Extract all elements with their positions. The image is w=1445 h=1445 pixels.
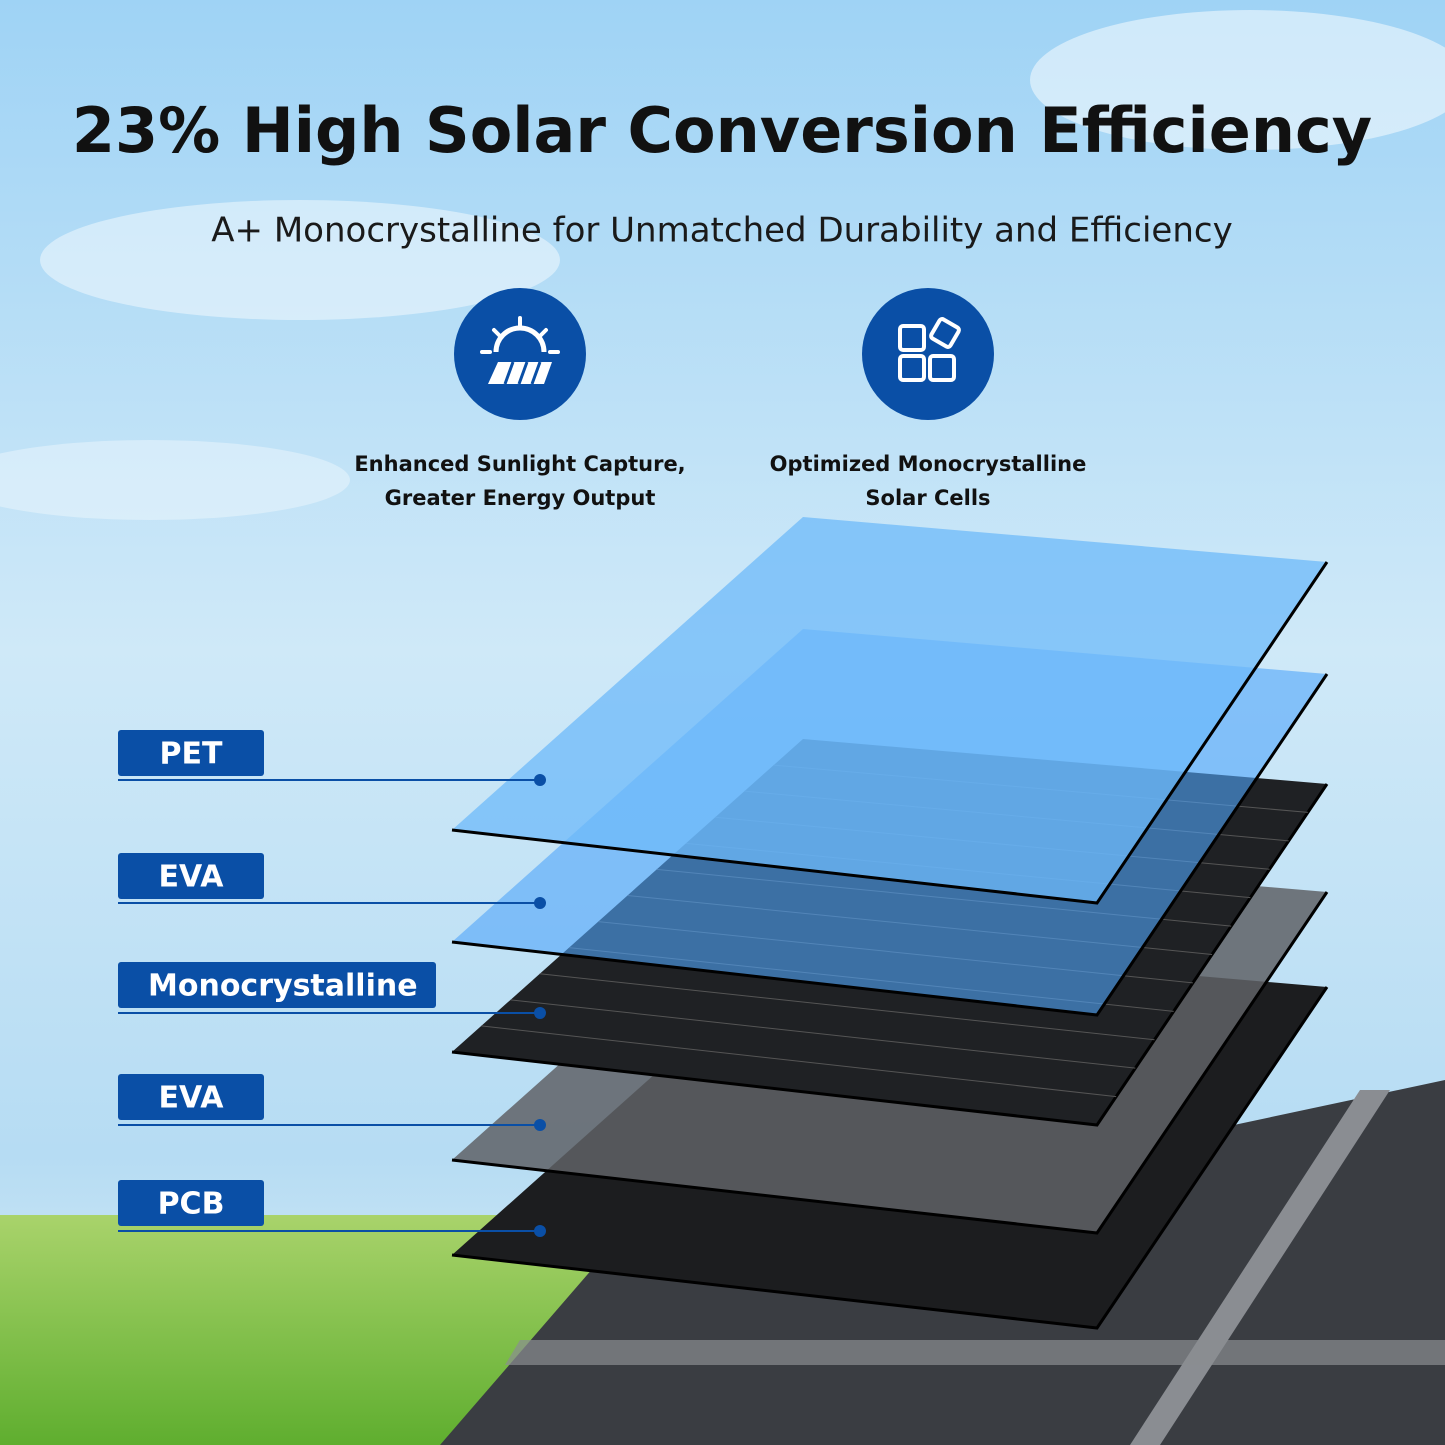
feature-label: Enhanced Sunlight Capture, (354, 452, 685, 476)
layer-label: Monocrystalline (148, 969, 418, 1004)
leader-dot (534, 1007, 546, 1019)
layer-tag (118, 730, 264, 776)
layer-edge (451, 986, 1329, 1330)
cloud (40, 200, 560, 320)
subtitle: A+ Monocrystalline for Unmatched Durabil… (211, 211, 1232, 251)
leader-dot (534, 1225, 546, 1237)
layer-tag (118, 962, 436, 1008)
layer (452, 517, 1327, 903)
layer-label: EVA (159, 1081, 225, 1116)
leader-dot (534, 897, 546, 909)
layer-edge (451, 891, 1329, 1235)
layer-tag (118, 1180, 264, 1226)
cloud (1030, 10, 1445, 150)
layer-label: PCB (158, 1187, 225, 1222)
panel-seam (505, 1340, 1445, 1365)
title: 23% High Solar Conversion Efficiency (72, 94, 1372, 167)
cell-line (481, 1025, 1117, 1098)
feature-label: Greater Energy Output (385, 486, 656, 510)
icon-sun (454, 288, 586, 420)
layer-label: EVA (159, 860, 225, 895)
feature-label: Optimized Monocrystalline (770, 452, 1087, 476)
layer-tag (118, 853, 264, 899)
layer-edge (451, 673, 1329, 1017)
layer-edge (451, 561, 1329, 905)
layer-tag (118, 1074, 264, 1120)
layer-label: PET (160, 737, 223, 772)
leader-dot (534, 774, 546, 786)
feature-label: Solar Cells (865, 486, 990, 510)
cell-line (539, 973, 1155, 1041)
leader-dot (534, 1119, 546, 1131)
cell-line (510, 999, 1136, 1069)
cloud (0, 440, 350, 520)
icon-cells (862, 288, 994, 420)
